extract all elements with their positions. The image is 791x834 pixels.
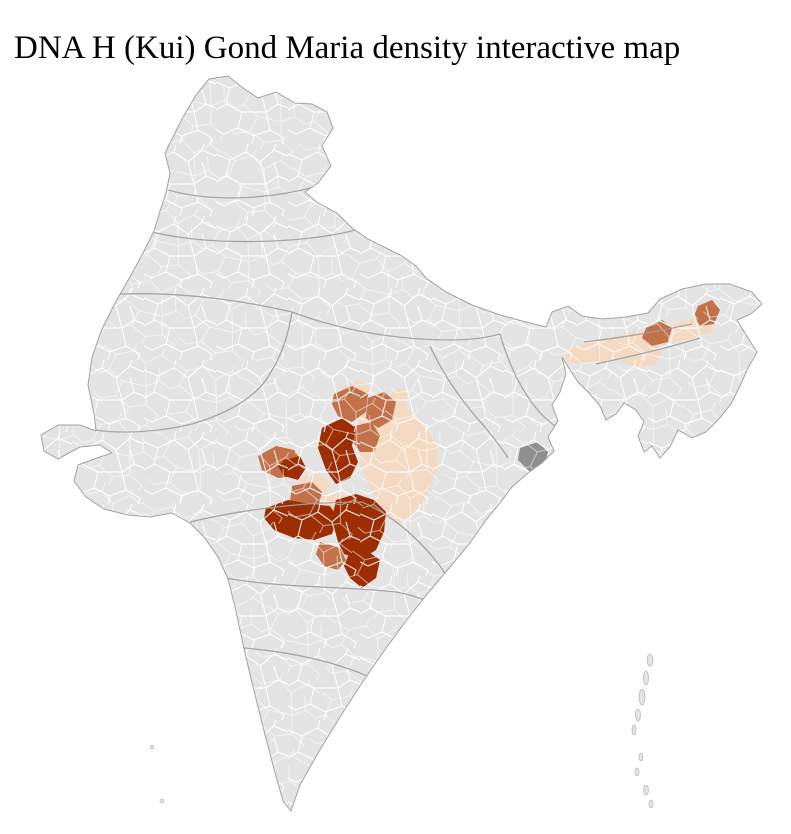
andaman-nicobar-islands[interactable] xyxy=(631,653,654,809)
page-title: DNA H (Kui) Gond Maria density interacti… xyxy=(14,30,681,67)
lakshadweep-islands[interactable] xyxy=(149,744,165,804)
district-borders-mesh xyxy=(41,76,762,811)
